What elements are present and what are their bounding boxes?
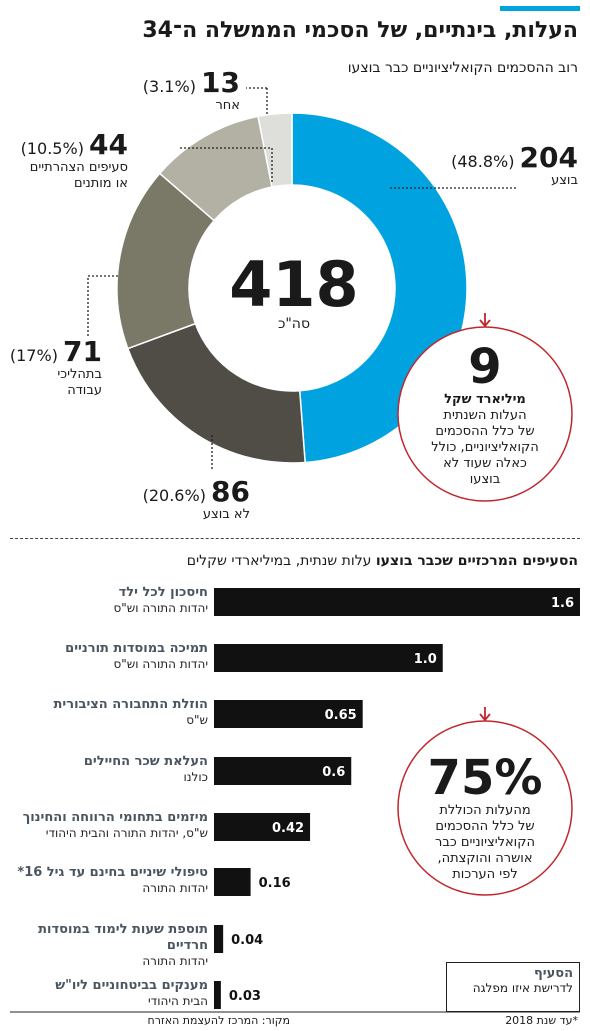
bubble-text: של כלל ההסכמים	[435, 819, 535, 834]
bar-category: מיזמים בתחומי הרווחה והחינוך ש"ס, יהדות ה…	[8, 810, 208, 840]
legend-title: הסעיף	[533, 966, 573, 981]
slice-label: לא בוצע	[202, 507, 250, 522]
slice-count: 44	[89, 128, 128, 161]
bar-3	[214, 757, 352, 785]
donut-total-label: סה"כ	[277, 316, 311, 332]
slice-pct: (48.8%)	[451, 152, 515, 171]
source-note: מקור: המרכז להעצמת האזרח	[147, 1014, 290, 1027]
bar-title: הסעיפים המרכזיים שכבר בוצעו	[375, 553, 578, 569]
page-title: העלות, בינתיים, של הסכמי הממשלה ה־34	[142, 18, 578, 43]
bubble-text: בוצעו	[469, 472, 501, 487]
bubble-text: לפי הערכות	[452, 867, 518, 882]
bar-5	[214, 868, 251, 896]
bubble-text: הקואליציוניים כבר	[435, 835, 535, 850]
bar-value-label: 0.42	[272, 821, 304, 836]
slice-pct: (17%)	[9, 346, 58, 365]
bubble-unit: מיליארד שקל	[444, 392, 526, 407]
slice-count: 71	[63, 335, 102, 368]
bubble-number: 9	[468, 339, 502, 395]
bar-category: הוזלת התחבורה הציבורית ש"ס	[8, 697, 208, 727]
slice-label: סעיפים הצהרתיים או מותנים	[29, 160, 128, 191]
slice-pct: (10.5%)	[20, 139, 84, 158]
category-name: מיזמים בתחומי הרווחה והחינוך	[22, 810, 208, 825]
category-name: הוזלת התחבורה הציבורית	[53, 697, 208, 712]
footnote: *עד שנת 2018	[505, 1014, 578, 1027]
category-name: חיסכון לכל ילד	[118, 585, 208, 600]
donut-chart	[87, 87, 573, 502]
category-name: העלאת שכר החיילים	[83, 754, 208, 769]
category-party: ש"ס, יהדות התורה והבית היהודי	[45, 826, 208, 840]
bubble-text: הקואליציוניים, כולל	[431, 440, 539, 455]
category-name: טיפולי שיניים בחינם עד גיל 16*	[17, 865, 208, 880]
bubble-text: של כלל ההסכמים	[435, 424, 535, 439]
bar-value-label: 1.0	[414, 652, 437, 667]
slice-pct: (20.6%)	[142, 486, 206, 505]
bar-value-label: 1.6	[551, 596, 574, 611]
bar-category: מענקים בביטחוניים ליו"ש הבית היהודי	[8, 978, 208, 1008]
bar-6	[214, 925, 224, 953]
slice-label: בתהליכי עבודה	[57, 367, 102, 398]
bar-section-title: הסעיפים המרכזיים שכבר בוצעו עלות שנתית, …	[187, 553, 578, 569]
bar-7	[214, 981, 221, 1009]
slice-count: 204	[519, 141, 578, 174]
category-party: יהדות התורה וש"ס	[113, 657, 208, 671]
category-name: מענקים בביטחוניים ליו"ש	[55, 978, 208, 993]
down-arrow-icon	[479, 707, 491, 722]
bubble-text: העלות השנתית	[443, 408, 527, 423]
slice-pct: (3.1%)	[142, 77, 196, 96]
category-party: ש"ס	[186, 713, 208, 727]
bubble-number: 75%	[427, 750, 543, 806]
bar-category: טיפולי שיניים בחינם עד גיל 16* יהדות התור…	[8, 865, 208, 895]
bar-4	[214, 813, 311, 841]
bar-subtitle: עלות שנתית, במיליארדי שקלים	[186, 553, 372, 569]
category-party: יהדות התורה	[142, 881, 208, 895]
category-party: הבית היהודי	[147, 994, 208, 1008]
category-party: כולנו	[183, 770, 208, 784]
slice-label: אחר	[215, 98, 240, 113]
bar-category: חיסכון לכל ילד יהדות התורה וש"ס	[8, 585, 208, 615]
category-party: יהדות התורה וש"ס	[113, 601, 208, 615]
category-name: תמיכה במוסדות תורניים	[65, 641, 208, 656]
slice-label: בוצע	[551, 173, 578, 188]
bubble-text: מהעלות הכוללת	[439, 803, 531, 818]
donut-total-value: 418	[229, 248, 359, 321]
bar-value-label: 0.04	[231, 933, 263, 948]
bar-value-label: 0.16	[259, 876, 291, 891]
leader-line	[87, 275, 118, 338]
bubble-text: אושרה והוקצתה,	[437, 851, 533, 866]
bar-value-label: 0.03	[229, 989, 261, 1004]
category-party: יהדות התורה	[142, 954, 208, 968]
bar-2	[214, 700, 363, 728]
bar-category: העלאת שכר החיילים כולנו	[8, 754, 208, 784]
donut-slice-4	[257, 112, 293, 188]
leader-line	[180, 147, 273, 182]
bar-value-label: 0.65	[325, 708, 357, 723]
legend-subtitle: לדרישת איזו מפלגה	[472, 981, 573, 995]
bar-category: תוספת שעות לימוד במוסדות חרדיים יהדות התו…	[8, 922, 208, 968]
bar-1	[214, 644, 443, 672]
donut-slice-1	[126, 322, 306, 464]
bubble-text: כאלה שעוד לא	[443, 456, 527, 471]
category-name: תוספת שעות לימוד במוסדות חרדיים	[38, 922, 208, 953]
accent-bar	[500, 6, 580, 11]
slice-count: 86	[211, 475, 250, 508]
section-divider	[10, 538, 580, 539]
chart-subtitle: רוב ההסכמים הקואליציוניים כבר בוצעו	[347, 60, 578, 76]
bar-value-label: 0.6	[322, 765, 345, 780]
bar-0	[214, 588, 580, 616]
legend-box: הסעיף לדרישת איזו מפלגה	[446, 962, 580, 1012]
down-arrow-icon	[479, 313, 491, 328]
slice-count: 13	[201, 66, 240, 99]
bar-category: תמיכה במוסדות תורניים יהדות התורה וש"ס	[8, 641, 208, 671]
